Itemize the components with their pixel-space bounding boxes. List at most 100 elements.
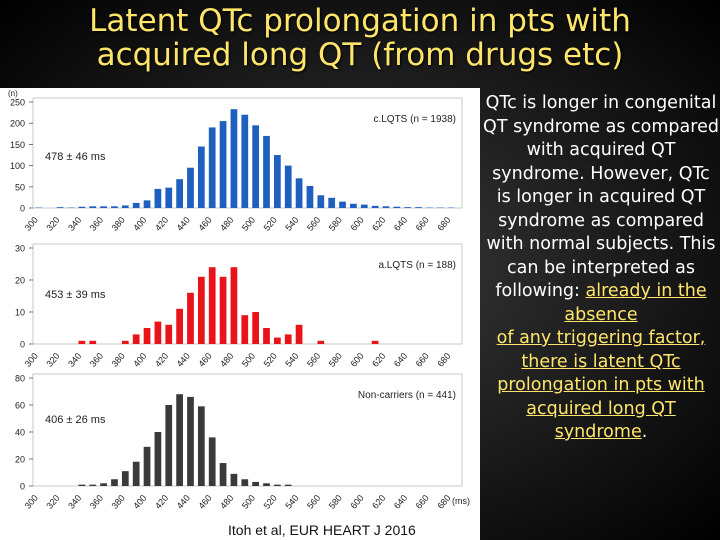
- panel-1-xtick-label: 320: [44, 215, 61, 233]
- panel-2-bar: [230, 267, 238, 344]
- panel-2-bar: [176, 308, 183, 344]
- panel-1-xtick-label: 520: [262, 215, 279, 233]
- panel-3-bar: [263, 483, 270, 486]
- side-explanation: QTc is longer in congenital QT syndrome …: [483, 92, 719, 445]
- panel-1-xtick-label: 440: [175, 215, 192, 233]
- panel-3-xtick-label: 680: [435, 493, 452, 511]
- panel-1-bar: [404, 207, 412, 208]
- panel-2-bar: [219, 276, 227, 344]
- side-explanation-end: .: [641, 422, 648, 442]
- panel-1-ylabel: (n): [8, 89, 18, 98]
- panel-3-bar: [176, 394, 183, 486]
- slide-title-line-1: Latent QTc prolongation in pts with: [89, 3, 631, 39]
- panel-3-bar: [111, 479, 118, 486]
- panel-1-xtick-label: 660: [414, 215, 431, 233]
- panel-2-xtick-label: 320: [44, 351, 61, 369]
- citation: Itoh et al, EUR HEART J 2016: [228, 522, 416, 538]
- panel-2-xtick-label: 540: [283, 351, 300, 369]
- panel-2-bar: [154, 321, 162, 344]
- panel-1-bar: [121, 205, 129, 208]
- panel-3-xtick-label: 500: [240, 493, 257, 511]
- slide-title: Latent QTc prolongation in pts with acqu…: [0, 4, 720, 72]
- panel-3-bar: [284, 484, 292, 486]
- panel-3-xtick-label: 480: [218, 493, 235, 511]
- panel-3-ytick-label: 40: [15, 428, 25, 438]
- panel-1-annotation: 478 ± 46 ms: [45, 151, 106, 163]
- panel-3-xtick-label: 560: [305, 493, 322, 511]
- panel-3-xtick-label: 360: [88, 493, 105, 511]
- panel-2-xtick-label: 520: [262, 351, 279, 369]
- panel-3-bar: [252, 481, 260, 486]
- panel-1-bar: [176, 179, 183, 208]
- side-explanation-highlight-1: already in the absence: [564, 281, 707, 325]
- panel-3-xtick-label: 520: [262, 493, 279, 511]
- panel-1-xtick-label: 580: [327, 215, 344, 233]
- panel-1-bar: [143, 200, 151, 208]
- panel-1-xtick-label: 620: [370, 215, 387, 233]
- panel-1-xtick-label: 680: [435, 215, 452, 233]
- panel-1-bar: [371, 205, 379, 208]
- panel-1-bar: [252, 125, 260, 208]
- histogram-figure: 0 50 100 150 200 250 300 320 340 360 380 400 420 440 4…: [0, 88, 480, 540]
- panel-2-ytick-label: 20: [15, 276, 25, 286]
- panel-1-bar: [306, 185, 314, 208]
- panel-3-bar: [219, 463, 227, 486]
- panel-1-bar: [274, 155, 281, 208]
- panel-3-bar: [197, 406, 205, 486]
- panel-3-ytick-label: 0: [20, 482, 25, 492]
- panel-1-xtick-label: 540: [283, 215, 300, 233]
- side-explanation-plain: QTc is longer in congenital QT syndrome …: [483, 93, 719, 301]
- panel-1-bar: [219, 121, 227, 208]
- panel-1-ytick-label: 200: [10, 119, 25, 129]
- panel-3-legend: Non-carriers (n = 441): [358, 390, 456, 401]
- panel-1-xtick-label: 300: [23, 215, 40, 233]
- panel-2-bar: [208, 267, 216, 344]
- panel-2-xtick-label: 640: [392, 351, 409, 369]
- panel-2-xtick-label: 400: [131, 351, 148, 369]
- panel-1-bar: [230, 109, 238, 208]
- panel-2-xtick-label: 600: [348, 351, 365, 369]
- panel-1-bar: [360, 204, 368, 208]
- panel-3-xtick-label: 440: [175, 493, 192, 511]
- panel-3-bar: [274, 484, 281, 486]
- panel-2-xtick-label: 680: [435, 351, 452, 369]
- slide-title-line-2: acquired long QT (from drugs etc): [96, 37, 624, 73]
- panel-1-bar: [56, 207, 64, 208]
- panel-3-bar: [241, 479, 249, 486]
- panel-2-bar: [89, 340, 97, 344]
- panel-2-xtick-label: 380: [110, 351, 127, 369]
- panel-3-bar: [121, 471, 129, 486]
- panel-1-xtick-label: 360: [88, 215, 105, 233]
- panel-2-xtick-label: 560: [305, 351, 322, 369]
- panel-3-ytick-label: 20: [15, 455, 25, 465]
- panel-1-bar: [241, 114, 249, 208]
- panel-1-bar: [154, 188, 162, 208]
- panel-3-xtick-label: 660: [414, 493, 431, 511]
- panel-2-xtick-label: 660: [414, 351, 431, 369]
- panel-2-bar: [121, 340, 129, 344]
- panel-1-bar: [393, 206, 401, 208]
- panel-1-legend: c.LQTS (n = 1938): [373, 114, 456, 125]
- panel-2-annotation: 453 ± 39 ms: [45, 289, 106, 301]
- panel-2-bar: [295, 324, 303, 344]
- panel-1-xtick-label: 600: [348, 215, 365, 233]
- panel-3-xlabel: (ms): [452, 496, 470, 506]
- panel-3-xtick-label: 420: [153, 493, 170, 511]
- panel-2-xtick-label: 500: [240, 351, 257, 369]
- panel-1-bar: [295, 178, 303, 208]
- panel-2-bar: [263, 328, 270, 344]
- panel-1-bar: [415, 207, 422, 208]
- panel-1-xtick-label: 480: [218, 215, 235, 233]
- panel-3-xtick-label: 640: [392, 493, 409, 511]
- panel-3-bar: [165, 405, 173, 486]
- panel-2-xtick-label: 420: [153, 351, 170, 369]
- panel-1-xtick-label: 340: [66, 215, 83, 233]
- panel-2-xtick-label: 460: [196, 351, 213, 369]
- panel-2-ytick-label: 10: [15, 308, 25, 318]
- panel-2-legend: a.LQTS (n = 188): [378, 260, 456, 271]
- panel-3-bar: [208, 437, 216, 486]
- panel-3-annotation: 406 ± 26 ms: [45, 414, 106, 426]
- panel-3-xtick-label: 620: [370, 493, 387, 511]
- panel-3-bar: [100, 483, 107, 486]
